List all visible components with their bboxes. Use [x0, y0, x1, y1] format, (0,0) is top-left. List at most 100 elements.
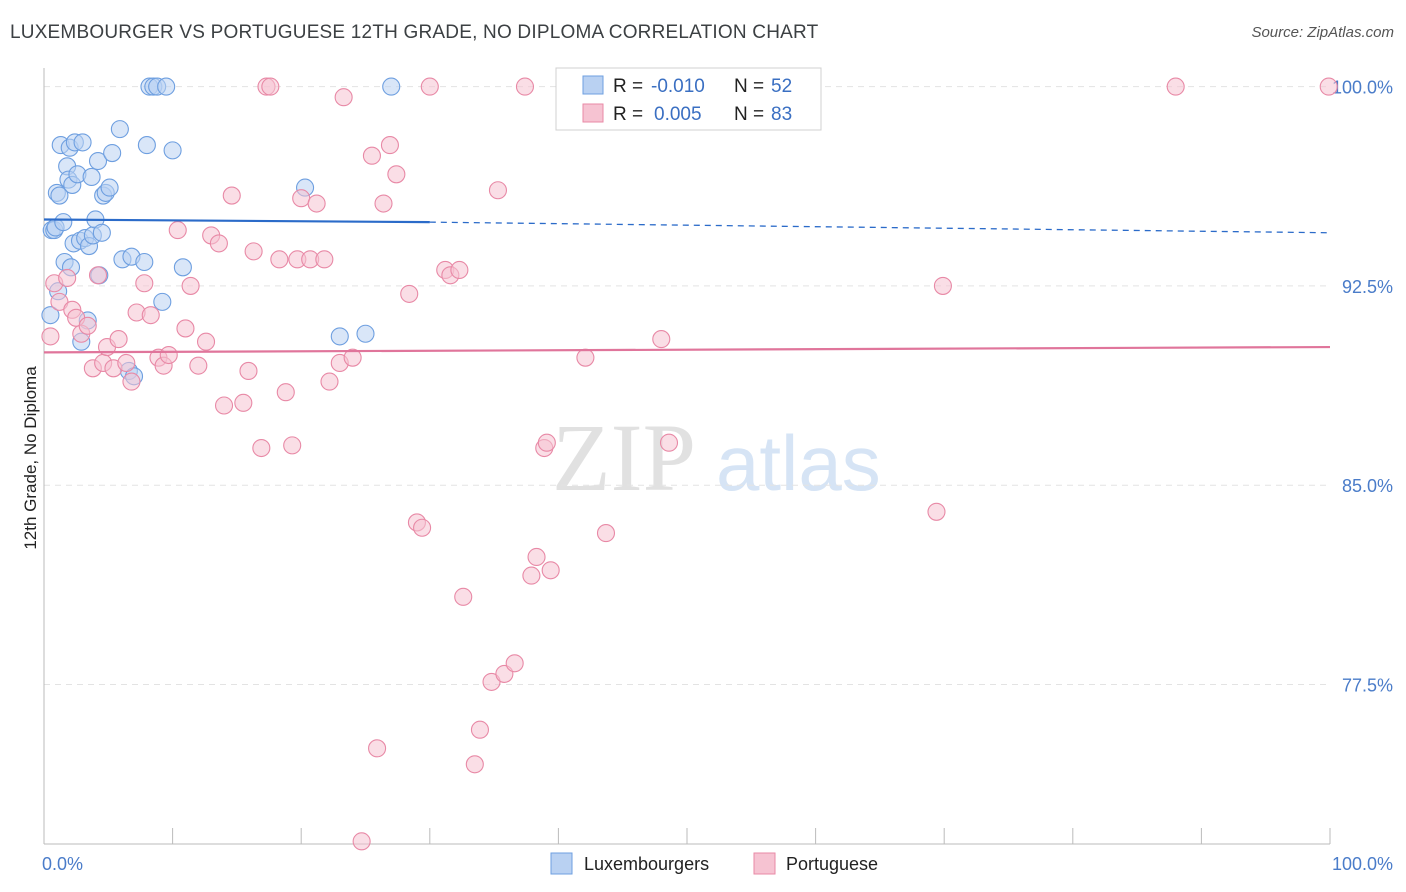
y-axis-label: 12th Grade, No Diploma [21, 366, 40, 550]
portuguese-point [78, 316, 97, 335]
chart-source: Source: ZipAtlas.com [1251, 24, 1394, 41]
portuguese-point [488, 181, 508, 200]
portuguese-point [50, 292, 69, 311]
portuguese-point [58, 268, 77, 287]
portuguese-point [470, 720, 490, 739]
luxembourger-trend-extension [429, 221, 1331, 234]
trend-lines [43, 218, 1331, 354]
legend-r-value-1: -0.010 [651, 76, 705, 97]
luxembourger-trend-line [43, 218, 430, 224]
portuguese-point [141, 306, 160, 325]
luxembourger-point [88, 151, 108, 171]
luxembourger-point [330, 327, 349, 346]
portuguese-point [933, 276, 952, 295]
portuguese-point [343, 348, 362, 367]
axes [43, 68, 1331, 845]
portuguese-point [454, 587, 473, 606]
luxembourger-point [92, 223, 111, 242]
portuguese-point [41, 327, 60, 346]
luxembourger-point [153, 292, 172, 311]
bottom-legend-swatch-luxembourgers [550, 852, 573, 875]
portuguese-point [117, 353, 136, 373]
portuguese-trend-line [43, 345, 1331, 354]
legend-r-label-1: R = [613, 76, 643, 97]
series-portuguese [41, 77, 1338, 851]
y-tick-label: 92.5% [1342, 277, 1393, 297]
portuguese-point [482, 672, 501, 691]
portuguese-point [270, 250, 289, 269]
luxembourger-point [137, 136, 156, 155]
portuguese-point [239, 361, 258, 381]
portuguese-point [596, 524, 616, 543]
legend-r-label-2: R = [613, 104, 643, 125]
portuguese-point [88, 266, 108, 285]
portuguese-point [352, 832, 371, 851]
portuguese-point [420, 77, 439, 96]
y-tick-label: 85.0% [1342, 476, 1393, 496]
portuguese-point [196, 332, 216, 351]
portuguese-point [109, 330, 128, 349]
portuguese-point [168, 221, 187, 240]
portuguese-point [413, 518, 432, 537]
portuguese-point [927, 502, 946, 521]
portuguese-point [261, 77, 280, 96]
portuguese-point [465, 755, 484, 774]
portuguese-point [374, 194, 393, 213]
legend-n-label-1: N = [734, 76, 764, 97]
portuguese-point [334, 88, 353, 107]
luxembourger-point [135, 252, 154, 272]
luxembourger-point [356, 324, 375, 343]
portuguese-point [244, 242, 263, 261]
portuguese-point [450, 260, 469, 280]
portuguese-point [181, 276, 200, 295]
portuguese-point [537, 433, 556, 452]
x-tick-labels: 0.0% 100.0% [42, 854, 1393, 874]
legend-r-value-2: 0.005 [654, 104, 702, 125]
luxembourger-point [100, 178, 119, 197]
portuguese-point [576, 348, 595, 367]
bottom-legend-portuguese: Portuguese [786, 854, 878, 874]
luxembourger-point [50, 186, 69, 205]
portuguese-point [541, 561, 560, 580]
chart-title: LUXEMBOURGER VS PORTUGUESE 12TH GRADE, N… [10, 22, 819, 43]
portuguese-point [652, 330, 671, 349]
portuguese-point [315, 250, 334, 269]
portuguese-point [1319, 77, 1338, 96]
luxembourger-point [41, 306, 60, 325]
portuguese-point [659, 433, 679, 452]
portuguese-point [214, 396, 234, 415]
luxembourger-point [73, 133, 92, 152]
portuguese-point [222, 186, 241, 205]
portuguese-point [122, 372, 141, 391]
portuguese-point [307, 194, 326, 213]
portuguese-point [387, 165, 406, 184]
luxembourger-point [382, 77, 401, 96]
portuguese-point [362, 146, 381, 165]
watermark-zip: ZIP [552, 404, 696, 511]
portuguese-point [505, 654, 524, 673]
x-tick-label-min: 0.0% [42, 854, 83, 874]
luxembourger-point [163, 141, 182, 160]
legend-n-value-1: 52 [771, 76, 792, 97]
portuguese-point [209, 234, 228, 253]
portuguese-point [159, 345, 178, 365]
y-tick-label: 77.5% [1342, 676, 1393, 696]
portuguese-point [522, 566, 541, 585]
x-tick-label-max: 100.0% [1332, 854, 1393, 874]
portuguese-point [527, 547, 546, 567]
grid-lines [44, 86, 1330, 686]
series-legend: Luxembourgers Portuguese [550, 852, 878, 875]
portuguese-point [252, 438, 271, 458]
luxembourger-point [103, 143, 122, 163]
portuguese-point [400, 284, 419, 303]
portuguese-point [380, 136, 399, 155]
portuguese-point [234, 393, 253, 412]
portuguese-point [515, 77, 535, 96]
luxembourger-point [173, 258, 192, 277]
bottom-legend-swatch-portuguese [753, 852, 776, 875]
bottom-legend-luxembourgers: Luxembourgers [584, 854, 709, 874]
series-luxembourgers [41, 77, 401, 386]
portuguese-point [320, 372, 339, 391]
portuguese-point [135, 274, 154, 293]
